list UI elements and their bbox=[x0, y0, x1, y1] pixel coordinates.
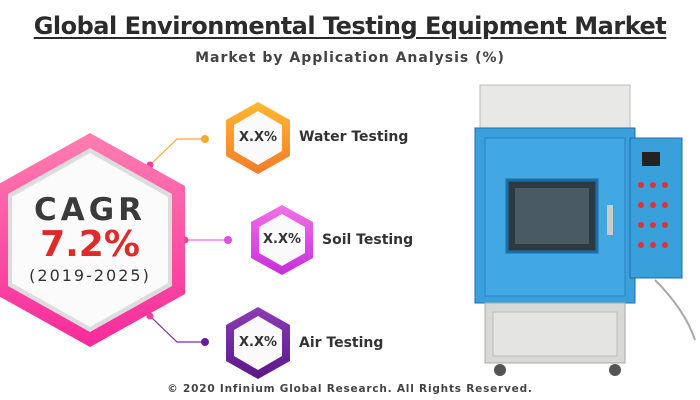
connector-water bbox=[149, 138, 205, 166]
copyright-footer: © 2020 Infinium Global Research. All Rig… bbox=[167, 383, 533, 395]
connector-dot bbox=[201, 338, 209, 346]
soil-value: X.X% bbox=[262, 232, 301, 247]
water-value: X.X% bbox=[238, 130, 277, 145]
cagr-value: 7.2% bbox=[40, 224, 140, 265]
subtitle: Market by Application Analysis (%) bbox=[195, 50, 505, 66]
hexagon-diagram bbox=[0, 102, 313, 379]
cagr-hexagon-face bbox=[12, 153, 168, 327]
air-value: X.X% bbox=[238, 335, 277, 350]
soil-label: Soil Testing bbox=[322, 232, 414, 248]
testing-chamber-image bbox=[474, 84, 696, 376]
soil-hexagon-face bbox=[259, 214, 305, 266]
water-hexagon-face bbox=[234, 111, 282, 165]
connector-dot bbox=[201, 135, 209, 143]
cagr-period: (2019-2025) bbox=[29, 266, 151, 285]
air-label: Air Testing bbox=[299, 335, 384, 351]
cagr-label: CAGR bbox=[33, 192, 147, 228]
air-hexagon-face bbox=[234, 316, 282, 370]
connector-air bbox=[149, 315, 205, 343]
connector-dot bbox=[224, 236, 232, 244]
page-title: Global Environmental Testing Equipment M… bbox=[33, 12, 667, 40]
water-label: Water Testing bbox=[299, 129, 409, 145]
